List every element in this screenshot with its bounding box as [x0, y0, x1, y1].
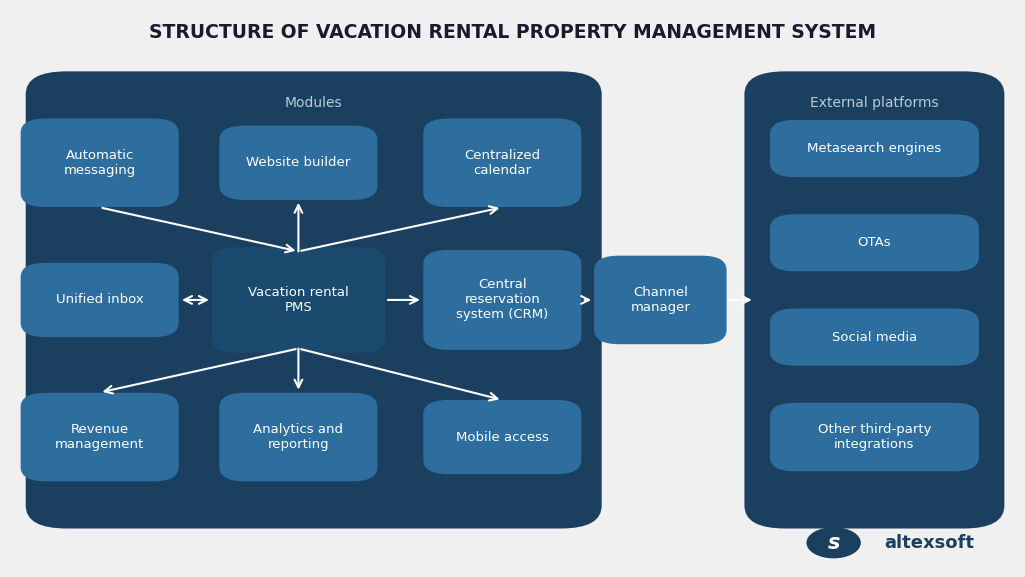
Text: Analytics and
reporting: Analytics and reporting: [253, 423, 343, 451]
Text: Centralized
calendar: Centralized calendar: [464, 149, 540, 177]
FancyBboxPatch shape: [20, 118, 178, 207]
Text: External platforms: External platforms: [810, 96, 939, 110]
FancyBboxPatch shape: [20, 263, 178, 337]
FancyBboxPatch shape: [770, 120, 979, 177]
Text: Vacation rental
PMS: Vacation rental PMS: [248, 286, 348, 314]
Text: Other third-party
integrations: Other third-party integrations: [818, 423, 931, 451]
Text: s: s: [827, 533, 839, 553]
Text: Revenue
management: Revenue management: [55, 423, 145, 451]
FancyBboxPatch shape: [212, 247, 385, 353]
Text: Automatic
messaging: Automatic messaging: [64, 149, 135, 177]
Text: Website builder: Website builder: [246, 156, 351, 169]
Circle shape: [807, 528, 860, 557]
Text: OTAs: OTAs: [858, 237, 891, 249]
Text: Metasearch engines: Metasearch engines: [808, 142, 942, 155]
FancyBboxPatch shape: [770, 309, 979, 366]
FancyBboxPatch shape: [594, 256, 727, 344]
FancyBboxPatch shape: [423, 250, 581, 350]
Text: altexsoft: altexsoft: [885, 534, 975, 552]
Text: Central
reservation
system (CRM): Central reservation system (CRM): [456, 279, 548, 321]
FancyBboxPatch shape: [20, 393, 178, 481]
FancyBboxPatch shape: [423, 400, 581, 474]
Text: Social media: Social media: [831, 331, 917, 343]
FancyBboxPatch shape: [744, 72, 1004, 529]
Text: Channel
manager: Channel manager: [630, 286, 690, 314]
FancyBboxPatch shape: [219, 126, 377, 200]
Text: Modules: Modules: [285, 96, 342, 110]
FancyBboxPatch shape: [770, 214, 979, 271]
FancyBboxPatch shape: [26, 72, 602, 529]
Text: Unified inbox: Unified inbox: [55, 294, 144, 306]
FancyBboxPatch shape: [423, 118, 581, 207]
Text: Mobile access: Mobile access: [456, 430, 548, 444]
Text: STRUCTURE OF VACATION RENTAL PROPERTY MANAGEMENT SYSTEM: STRUCTURE OF VACATION RENTAL PROPERTY MA…: [149, 23, 876, 42]
FancyBboxPatch shape: [219, 393, 377, 481]
FancyBboxPatch shape: [770, 403, 979, 471]
